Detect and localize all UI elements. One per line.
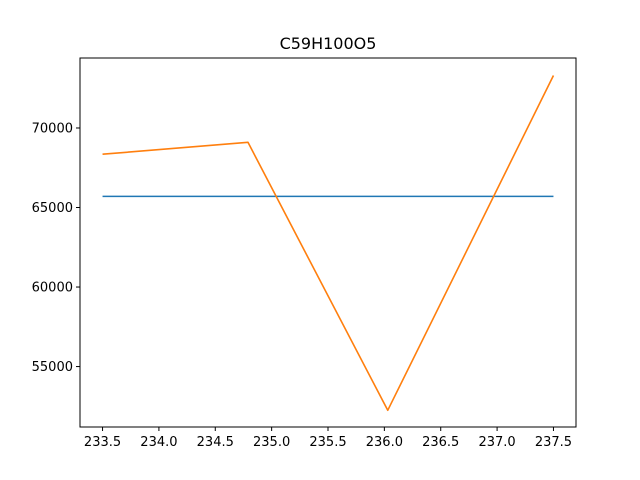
y-tick-label: 65000	[32, 201, 73, 216]
chart-title: C59H100O5	[280, 34, 377, 53]
x-tick-label: 233.5	[84, 435, 121, 450]
x-axis: 233.5 234.0 234.5 235.0 235.5 236.0 236.5 237.0…	[84, 427, 572, 450]
series-line-2	[102, 75, 555, 412]
x-tick-label: 236.0	[366, 435, 403, 450]
y-axis: 55000 60000 65000 70000	[32, 121, 80, 375]
y-tick-label: 55000	[32, 360, 73, 375]
y-tick-label: 70000	[32, 121, 73, 136]
x-tick-label: 234.5	[197, 435, 234, 450]
x-tick-label: 236.5	[422, 435, 459, 450]
plot-frame	[79, 57, 577, 428]
x-tick-label: 234.0	[140, 435, 177, 450]
x-tick-label: 237.0	[478, 435, 515, 450]
x-tick-label: 235.5	[309, 435, 346, 450]
x-tick-label: 235.0	[253, 435, 290, 450]
x-tick-label: 237.5	[535, 435, 572, 450]
y-tick-label: 60000	[32, 281, 73, 296]
series-layer	[102, 75, 555, 412]
